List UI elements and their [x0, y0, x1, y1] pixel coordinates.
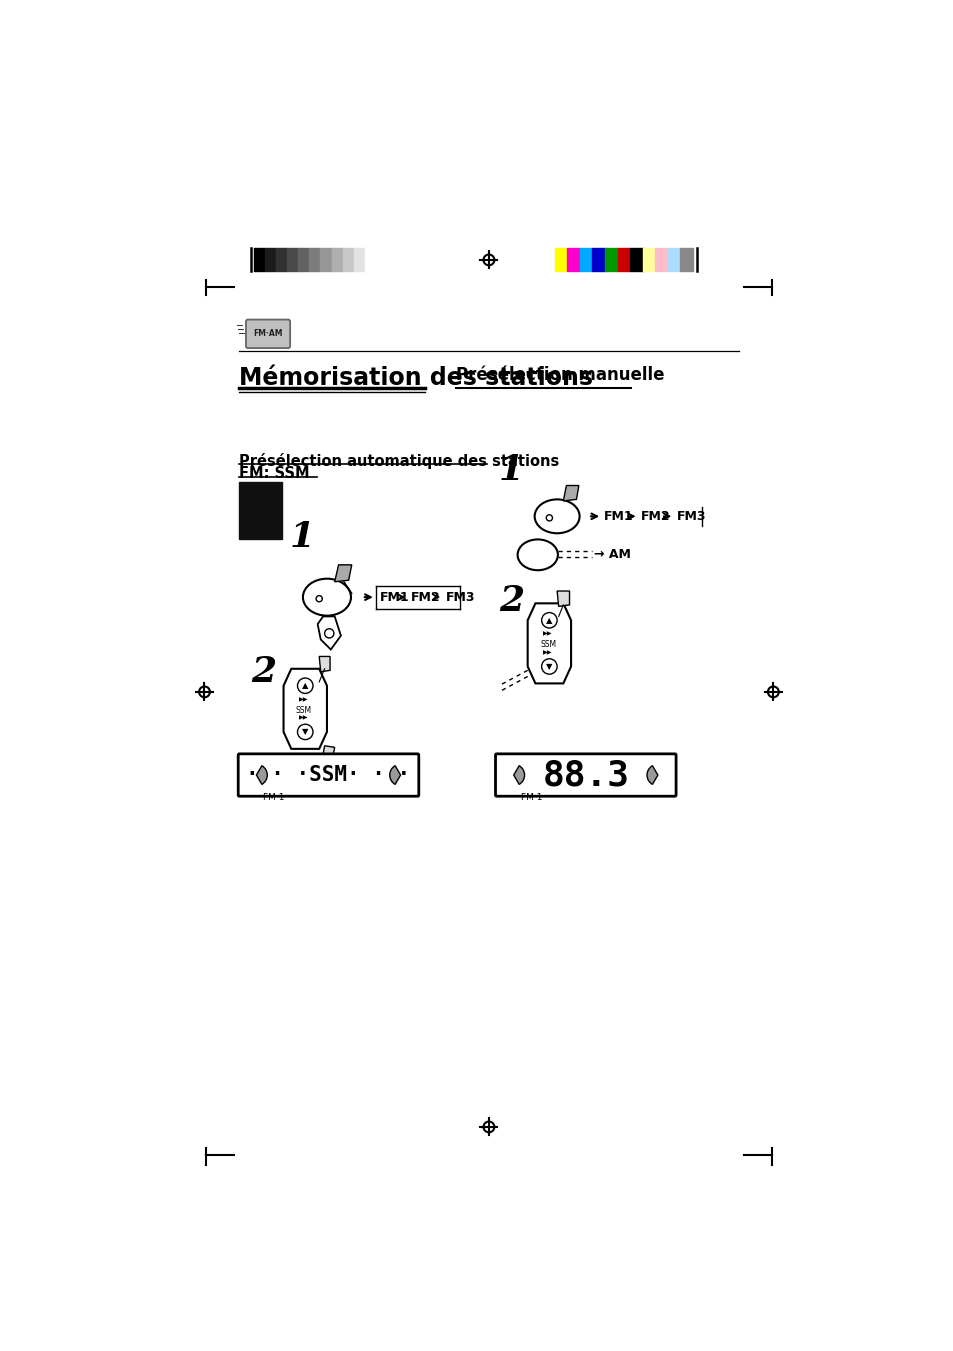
Text: ▼: ▼ — [545, 662, 552, 671]
FancyBboxPatch shape — [495, 754, 676, 796]
Bar — [579, 249, 592, 272]
Bar — [555, 249, 567, 272]
Bar — [265, 249, 276, 272]
Text: ▲: ▲ — [545, 616, 552, 624]
Text: FM: SSM: FM: SSM — [239, 466, 310, 481]
Text: SSM: SSM — [295, 705, 312, 715]
Circle shape — [541, 612, 557, 628]
Text: SSM: SSM — [539, 640, 556, 650]
Wedge shape — [390, 766, 400, 785]
Bar — [567, 249, 579, 272]
Text: Présélection manuelle: Présélection manuelle — [456, 366, 664, 384]
Bar — [679, 249, 692, 272]
Bar — [642, 249, 655, 272]
Circle shape — [297, 724, 313, 739]
Polygon shape — [557, 590, 569, 607]
Bar — [364, 249, 375, 272]
Wedge shape — [513, 766, 524, 785]
Text: FM2: FM2 — [410, 590, 440, 604]
Wedge shape — [646, 766, 658, 785]
Text: · · ·SSM· · ·: · · ·SSM· · · — [246, 765, 410, 785]
Bar — [320, 249, 332, 272]
Bar — [655, 249, 667, 272]
Polygon shape — [562, 485, 578, 501]
Circle shape — [297, 678, 313, 693]
Bar — [239, 482, 282, 539]
Bar — [592, 249, 604, 272]
Bar — [309, 249, 320, 272]
Text: Présélection automatique des stations: Présélection automatique des stations — [239, 453, 559, 469]
Text: 2: 2 — [498, 584, 523, 617]
Text: ▲: ▲ — [302, 681, 308, 690]
Polygon shape — [527, 604, 571, 684]
Polygon shape — [283, 669, 327, 748]
Bar — [253, 249, 265, 272]
Bar — [287, 249, 298, 272]
Polygon shape — [319, 657, 330, 671]
Bar — [629, 249, 642, 272]
Text: FM2: FM2 — [640, 509, 670, 523]
Bar — [342, 249, 354, 272]
Ellipse shape — [303, 578, 351, 616]
Text: ▼: ▼ — [302, 727, 308, 736]
Polygon shape — [335, 565, 352, 582]
Polygon shape — [322, 746, 335, 759]
Text: 1: 1 — [290, 520, 314, 554]
Text: FM1: FM1 — [603, 509, 633, 523]
Text: FM 1: FM 1 — [263, 793, 285, 801]
Polygon shape — [317, 616, 340, 650]
Bar — [354, 249, 364, 272]
Text: 2: 2 — [251, 655, 275, 689]
Text: FM1: FM1 — [379, 590, 409, 604]
Bar — [667, 249, 679, 272]
FancyBboxPatch shape — [238, 754, 418, 796]
Text: ▶▶: ▶▶ — [298, 716, 308, 720]
Text: FM 1: FM 1 — [520, 793, 541, 801]
Bar — [332, 249, 342, 272]
Wedge shape — [256, 766, 267, 785]
Text: ▶▶: ▶▶ — [298, 697, 308, 703]
Text: ▶▶: ▶▶ — [542, 632, 552, 636]
Text: ▶▶: ▶▶ — [542, 650, 552, 655]
Ellipse shape — [534, 500, 579, 534]
Text: Mémorisation des stations: Mémorisation des stations — [239, 366, 593, 390]
Text: 1: 1 — [498, 453, 523, 488]
FancyBboxPatch shape — [246, 320, 290, 349]
Text: 88.3: 88.3 — [541, 758, 629, 792]
Ellipse shape — [517, 539, 558, 570]
Text: FM3: FM3 — [445, 590, 475, 604]
Circle shape — [541, 659, 557, 674]
Bar — [276, 249, 287, 272]
Text: FM·AM: FM·AM — [253, 330, 282, 338]
Text: → AM: → AM — [594, 549, 631, 561]
Bar — [298, 249, 309, 272]
Bar — [604, 249, 617, 272]
Text: FM3: FM3 — [676, 509, 705, 523]
Bar — [617, 249, 629, 272]
